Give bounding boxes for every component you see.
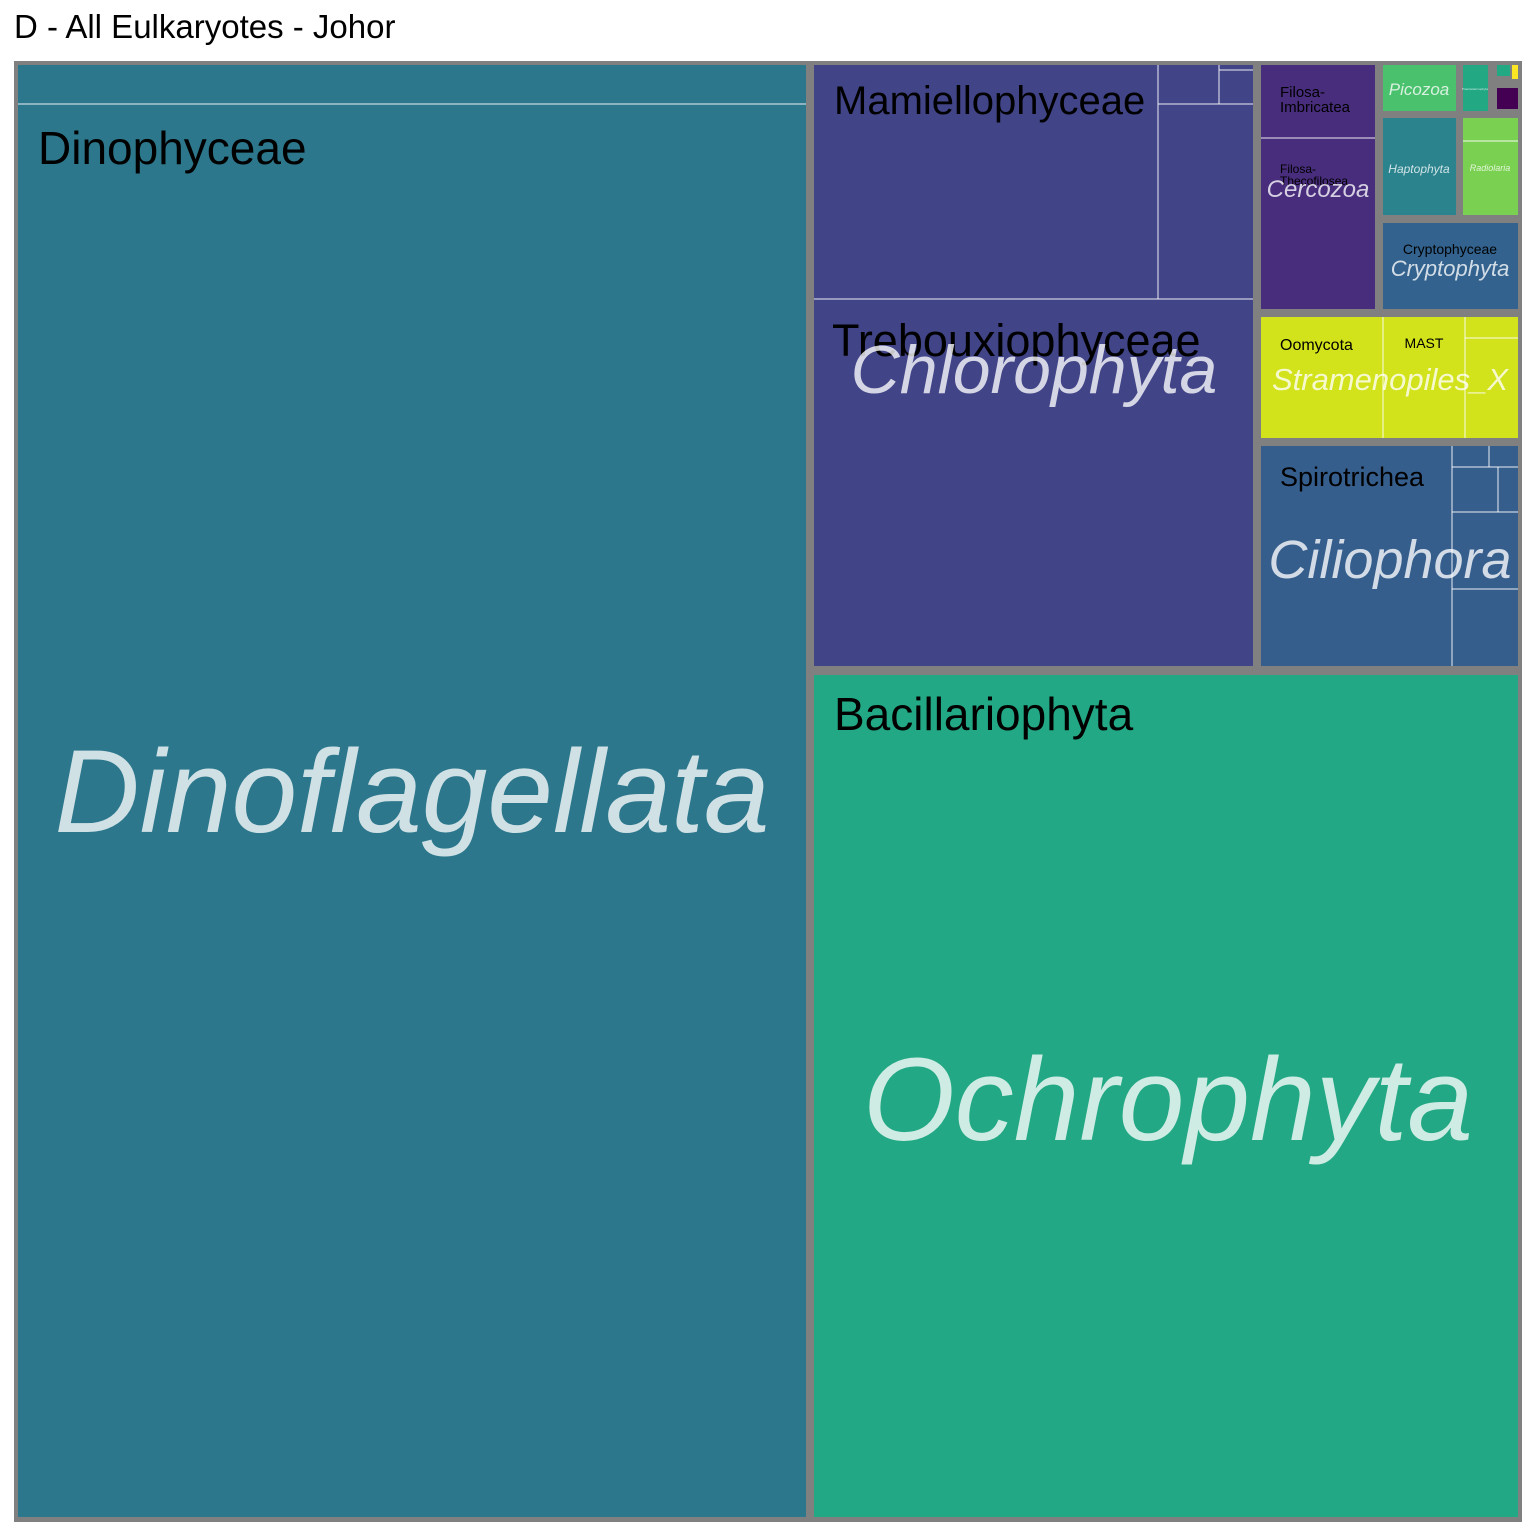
tile-small-d [1497, 88, 1518, 109]
label-oomycota: Oomycota [1280, 337, 1353, 354]
label-bacillariophyta: Bacillariophyta [834, 688, 1134, 740]
label-stramenopiles-x: Stramenopiles_X [1272, 362, 1509, 397]
label-radiolaria: Radiolaria [1470, 163, 1511, 173]
label-picozoa: Picozoa [1389, 80, 1449, 99]
label-haptophyta: Haptophyta [1388, 162, 1450, 176]
label-ciliophora: Ciliophora [1268, 530, 1511, 590]
label-chlorophyta: Chlorophyta [851, 332, 1218, 408]
label-ochrophyta: Ochrophyta [863, 1034, 1473, 1166]
label-mast: MAST [1405, 335, 1444, 351]
tile-small-b [1497, 65, 1510, 76]
label-cercozoa: Cercozoa [1267, 176, 1370, 203]
label-cryptophyceae: Cryptophyceae [1403, 241, 1497, 257]
tile-small-c [1512, 65, 1518, 79]
label-small-a: Prasinodermophyta [1462, 87, 1488, 91]
label-dinophyceae: Dinophyceae [38, 122, 307, 174]
label-mamiellophyceae: Mamiellophyceae [834, 79, 1145, 123]
label-dinoflagellata: Dinoflagellata [54, 726, 769, 858]
label-spirotrichea: Spirotrichea [1280, 462, 1425, 492]
label-cryptophyta: Cryptophyta [1391, 256, 1510, 281]
